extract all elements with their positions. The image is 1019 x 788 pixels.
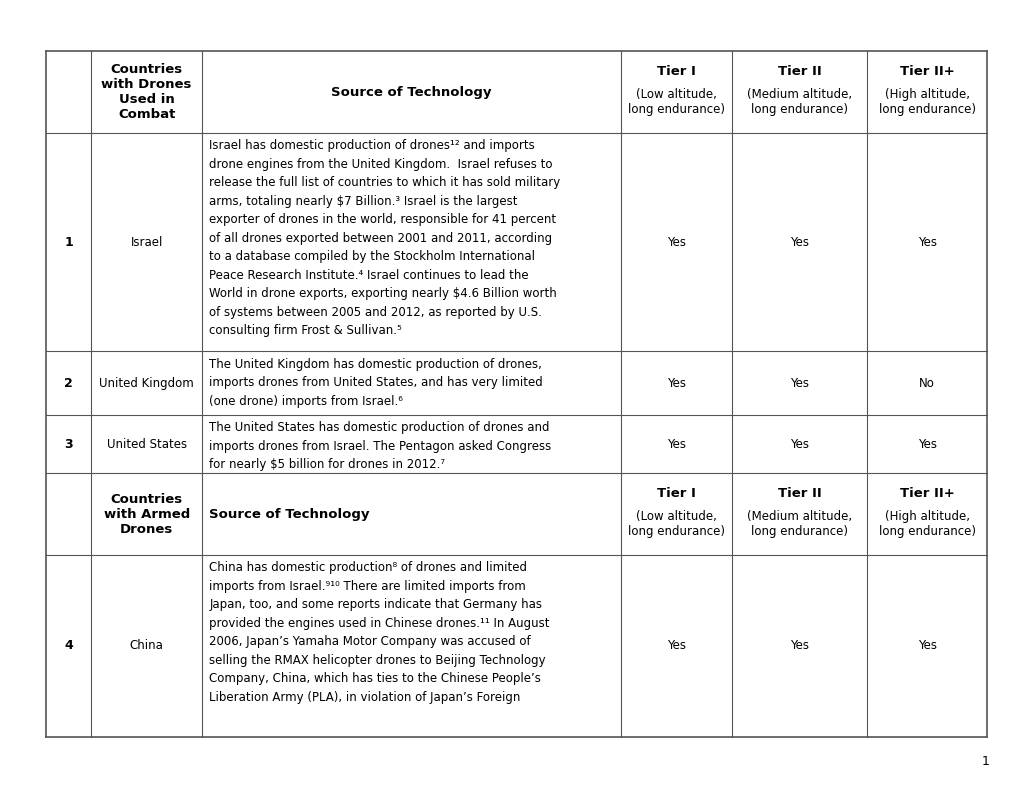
Text: China: China <box>129 639 163 652</box>
Text: The United Kingdom has domestic production of drones,
imports drones from United: The United Kingdom has domestic producti… <box>209 358 542 407</box>
Text: Israel: Israel <box>130 236 163 249</box>
Text: Yes: Yes <box>790 639 808 652</box>
Text: Yes: Yes <box>666 437 686 451</box>
Text: Yes: Yes <box>666 377 686 389</box>
Text: Israel has domestic production of drones¹² and imports
drone engines from the Un: Israel has domestic production of drones… <box>209 139 560 337</box>
Text: Yes: Yes <box>790 377 808 389</box>
Text: Countries
with Armed
Drones: Countries with Armed Drones <box>103 492 190 536</box>
Text: Tier II+: Tier II+ <box>899 65 954 78</box>
Text: Source of Technology: Source of Technology <box>331 86 491 98</box>
Text: Tier I: Tier I <box>656 65 695 78</box>
Text: Yes: Yes <box>917 639 935 652</box>
Text: United Kingdom: United Kingdom <box>99 377 194 389</box>
Text: Yes: Yes <box>917 437 935 451</box>
Text: (Low altitude,
long endurance): (Low altitude, long endurance) <box>628 510 725 538</box>
Text: 4: 4 <box>64 639 72 652</box>
Text: No: No <box>918 377 934 389</box>
Text: China has domestic production⁸ of drones and limited
imports from Israel.⁹¹⁰ The: China has domestic production⁸ of drones… <box>209 561 549 704</box>
Text: Yes: Yes <box>666 236 686 249</box>
Text: 1: 1 <box>980 756 988 768</box>
Text: Yes: Yes <box>790 437 808 451</box>
Text: Tier II+: Tier II+ <box>899 487 954 500</box>
Text: (Medium altitude,
long endurance): (Medium altitude, long endurance) <box>746 510 851 538</box>
Text: The United States has domestic production of drones and
imports drones from Isra: The United States has domestic productio… <box>209 422 551 471</box>
Text: United States: United States <box>106 437 186 451</box>
Text: Tier I: Tier I <box>656 487 695 500</box>
Text: (Medium altitude,
long endurance): (Medium altitude, long endurance) <box>746 88 851 116</box>
Text: Yes: Yes <box>790 236 808 249</box>
Text: Tier II: Tier II <box>776 487 820 500</box>
Text: 3: 3 <box>64 437 72 451</box>
Text: 1: 1 <box>64 236 72 249</box>
Text: Yes: Yes <box>666 639 686 652</box>
Text: Countries
with Drones
Used in
Combat: Countries with Drones Used in Combat <box>101 63 192 121</box>
Text: (High altitude,
long endurance): (High altitude, long endurance) <box>877 88 974 116</box>
Text: 2: 2 <box>64 377 72 389</box>
Text: (High altitude,
long endurance): (High altitude, long endurance) <box>877 510 974 538</box>
Text: Source of Technology: Source of Technology <box>209 507 370 521</box>
Text: Tier II: Tier II <box>776 65 820 78</box>
Text: Yes: Yes <box>917 236 935 249</box>
Text: (Low altitude,
long endurance): (Low altitude, long endurance) <box>628 88 725 116</box>
